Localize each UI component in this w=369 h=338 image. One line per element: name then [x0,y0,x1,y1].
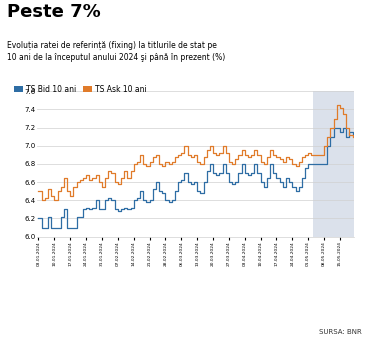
Text: Evoluția ratei de referință (fixing) la titlurile de stat pe
10 ani de la începu: Evoluția ratei de referință (fixing) la … [7,41,225,62]
Text: SURSA: BNR: SURSA: BNR [319,329,362,335]
Bar [313,91,354,237]
Legend: TS Bid 10 ani, TS Ask 10 ani: TS Bid 10 ani, TS Ask 10 ani [11,81,150,97]
Text: Peste 7%: Peste 7% [7,3,101,21]
